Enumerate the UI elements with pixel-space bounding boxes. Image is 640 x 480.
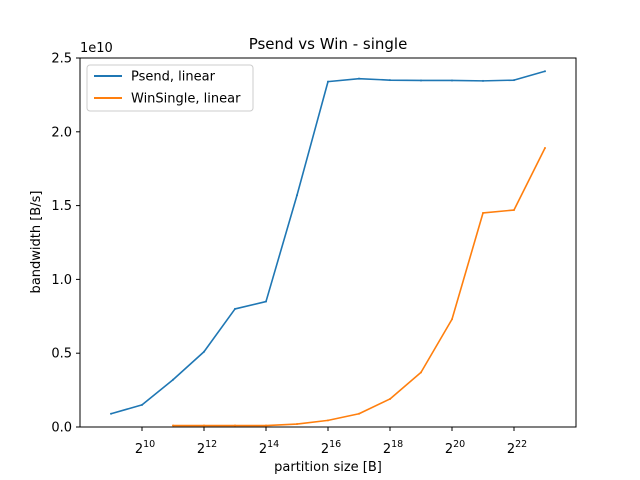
data-point-0-6	[296, 194, 298, 197]
data-point-0-12	[482, 79, 484, 82]
data-point-0-5	[265, 300, 267, 303]
data-point-0-13	[513, 79, 515, 82]
x-tick-label: 212	[197, 439, 217, 457]
data-point-0-0	[110, 412, 112, 415]
series-layer	[110, 70, 546, 427]
data-point-0-8	[358, 77, 360, 80]
data-point-0-7	[327, 80, 329, 83]
y-tick-label: 1.5	[51, 199, 72, 214]
data-point-1-8	[420, 371, 422, 374]
y-tick-label: 2.5	[51, 52, 72, 67]
data-point-1-7	[389, 397, 391, 400]
data-point-0-9	[389, 79, 391, 82]
data-point-1-6	[358, 412, 360, 415]
x-tick-label: 210	[135, 439, 155, 457]
x-tick-label: 222	[507, 439, 527, 457]
data-point-1-10	[482, 211, 484, 214]
chart-title: Psend vs Win - single	[249, 35, 408, 53]
data-point-1-9	[451, 318, 453, 321]
data-point-0-10	[420, 79, 422, 82]
y-tick-label: 0.0	[51, 421, 72, 436]
data-point-1-5	[327, 419, 329, 422]
y-axis: 0.0 0.5 1.0 1.5 2.0 2.5	[51, 52, 80, 436]
data-point-1-0	[172, 424, 174, 427]
data-point-0-11	[451, 79, 453, 82]
x-tick-label: 220	[445, 439, 465, 457]
data-point-1-11	[513, 209, 515, 212]
x-axis-title: partition size [B]	[274, 460, 382, 475]
y-tick-label: 0.5	[51, 347, 72, 362]
plot-area	[80, 58, 576, 427]
data-point-1-12	[544, 147, 546, 150]
legend: Psend, linear WinSingle, linear	[86, 64, 254, 112]
x-tick-label: 218	[383, 439, 403, 457]
data-point-1-1	[203, 424, 205, 427]
data-point-1-4	[296, 423, 298, 426]
data-point-1-3	[265, 424, 267, 427]
x-tick-label: 214	[259, 439, 279, 457]
x-tick-label: 216	[321, 439, 341, 457]
data-point-0-14	[544, 70, 546, 73]
data-point-0-1	[141, 403, 143, 406]
legend-label-psend: Psend, linear	[131, 70, 216, 85]
legend-label-winsingle: WinSingle, linear	[131, 92, 241, 107]
data-point-0-3	[203, 350, 205, 353]
x-axis: 210 212 214 216 218 220 222	[135, 427, 527, 457]
y-tick-label: 1.0	[51, 273, 72, 288]
data-point-1-2	[234, 424, 236, 427]
y-offset-label: 1e10	[80, 41, 113, 56]
data-point-0-2	[172, 378, 174, 381]
data-point-0-4	[234, 307, 236, 310]
legend-box	[86, 64, 254, 112]
y-tick-label: 2.0	[51, 125, 72, 140]
y-axis-title: bandwidth [B/s]	[29, 191, 44, 294]
